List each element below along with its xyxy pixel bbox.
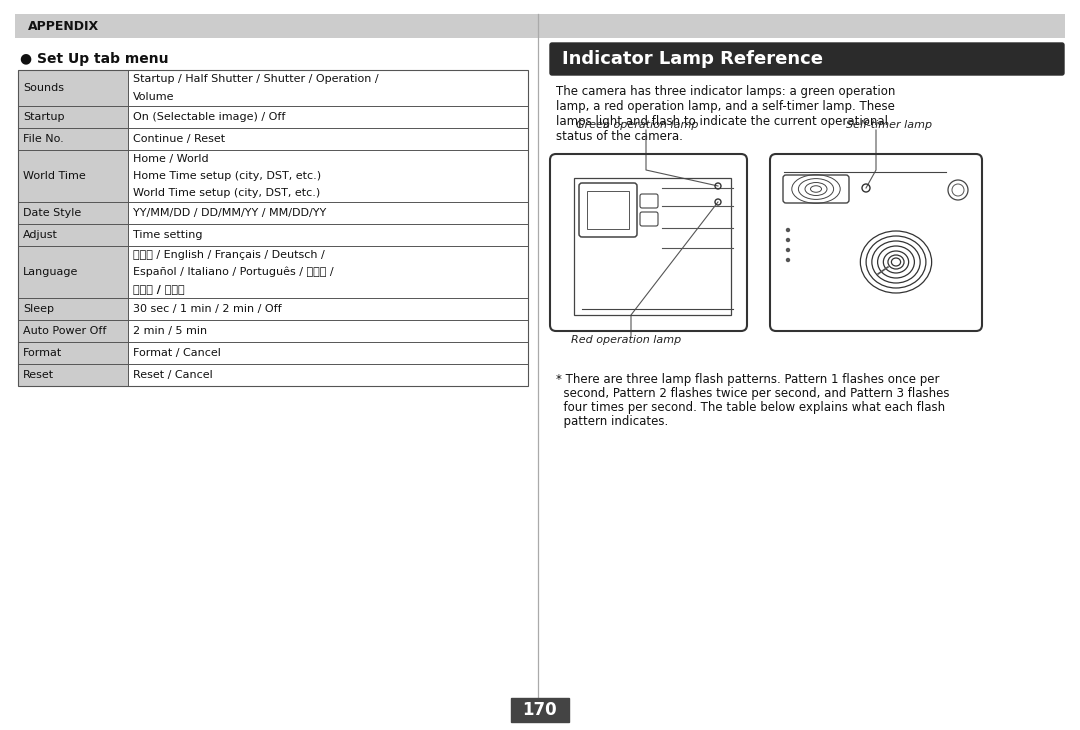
- Bar: [18, 70, 129, 106]
- Text: 30 sec / 1 min / 2 min / Off: 30 sec / 1 min / 2 min / Off: [133, 304, 282, 314]
- Text: Startup / Half Shutter / Shutter / Operation /: Startup / Half Shutter / Shutter / Opera…: [133, 74, 379, 84]
- Text: On (Selectable image) / Off: On (Selectable image) / Off: [133, 112, 285, 122]
- Text: Date Style: Date Style: [23, 208, 81, 218]
- Text: lamps light and flash to indicate the current operational: lamps light and flash to indicate the cu…: [556, 115, 888, 128]
- Text: 2 min / 5 min: 2 min / 5 min: [133, 326, 207, 336]
- Text: 中国语 / 한국어: 中国语 / 한국어: [133, 284, 185, 294]
- Text: Auto Power Off: Auto Power Off: [23, 326, 106, 336]
- Bar: [18, 106, 129, 128]
- Text: Red operation lamp: Red operation lamp: [571, 335, 681, 345]
- Bar: [18, 364, 129, 386]
- Circle shape: [786, 248, 789, 252]
- FancyBboxPatch shape: [550, 43, 1064, 75]
- Text: File No.: File No.: [23, 134, 64, 144]
- Bar: [18, 128, 129, 150]
- Text: Volume: Volume: [133, 92, 175, 102]
- Bar: [18, 246, 129, 298]
- Text: * There are three lamp flash patterns. Pattern 1 flashes once per: * There are three lamp flash patterns. P…: [556, 373, 940, 386]
- Circle shape: [786, 239, 789, 242]
- Text: four times per second. The table below explains what each flash: four times per second. The table below e…: [556, 401, 945, 414]
- Bar: [18, 320, 129, 342]
- Circle shape: [786, 228, 789, 231]
- Text: Green operation lamp: Green operation lamp: [576, 120, 699, 130]
- Text: 日本語 / English / Français / Deutsch /: 日本語 / English / Français / Deutsch /: [133, 250, 325, 260]
- Text: lamp, a red operation lamp, and a self-timer lamp. These: lamp, a red operation lamp, and a self-t…: [556, 100, 895, 113]
- Bar: [18, 224, 129, 246]
- Bar: [18, 202, 129, 224]
- Text: World Time: World Time: [23, 171, 85, 181]
- Text: The camera has three indicator lamps: a green operation: The camera has three indicator lamps: a …: [556, 85, 895, 98]
- Bar: [18, 342, 129, 364]
- Text: Self-timer lamp: Self-timer lamp: [846, 120, 932, 130]
- Text: pattern indicates.: pattern indicates.: [556, 415, 669, 428]
- Text: Language: Language: [23, 267, 79, 277]
- Text: Sleep: Sleep: [23, 304, 54, 314]
- Text: Reset: Reset: [23, 370, 54, 380]
- Text: Home / World: Home / World: [133, 154, 208, 164]
- Bar: [18, 70, 528, 386]
- Bar: [511, 698, 569, 722]
- Bar: [18, 298, 129, 320]
- Circle shape: [786, 258, 789, 261]
- Text: YY/MM/DD / DD/MM/YY / MM/DD/YY: YY/MM/DD / DD/MM/YY / MM/DD/YY: [133, 208, 326, 218]
- Text: Format / Cancel: Format / Cancel: [133, 348, 221, 358]
- Text: Reset / Cancel: Reset / Cancel: [133, 370, 213, 380]
- Text: Sounds: Sounds: [23, 83, 64, 93]
- Text: World Time setup (city, DST, etc.): World Time setup (city, DST, etc.): [133, 188, 321, 199]
- Text: status of the camera.: status of the camera.: [556, 130, 683, 143]
- Text: 170: 170: [523, 701, 557, 719]
- Bar: [573, 178, 731, 315]
- Text: Time setting: Time setting: [133, 230, 203, 240]
- Text: APPENDIX: APPENDIX: [28, 20, 99, 33]
- Text: Adjust: Adjust: [23, 230, 58, 240]
- Text: Español / Italiano / Português / 中國語 /: Español / Italiano / Português / 中國語 /: [133, 266, 334, 277]
- Text: second, Pattern 2 flashes twice per second, and Pattern 3 flashes: second, Pattern 2 flashes twice per seco…: [556, 387, 949, 400]
- Text: ● Set Up tab menu: ● Set Up tab menu: [21, 52, 168, 66]
- Text: Format: Format: [23, 348, 63, 358]
- Text: Indicator Lamp Reference: Indicator Lamp Reference: [562, 50, 823, 68]
- Bar: [588, 191, 629, 229]
- Text: Home Time setup (city, DST, etc.): Home Time setup (city, DST, etc.): [133, 171, 321, 181]
- Text: Startup: Startup: [23, 112, 65, 122]
- Bar: [15, 14, 1065, 38]
- Bar: [18, 150, 129, 202]
- Text: Continue / Reset: Continue / Reset: [133, 134, 225, 144]
